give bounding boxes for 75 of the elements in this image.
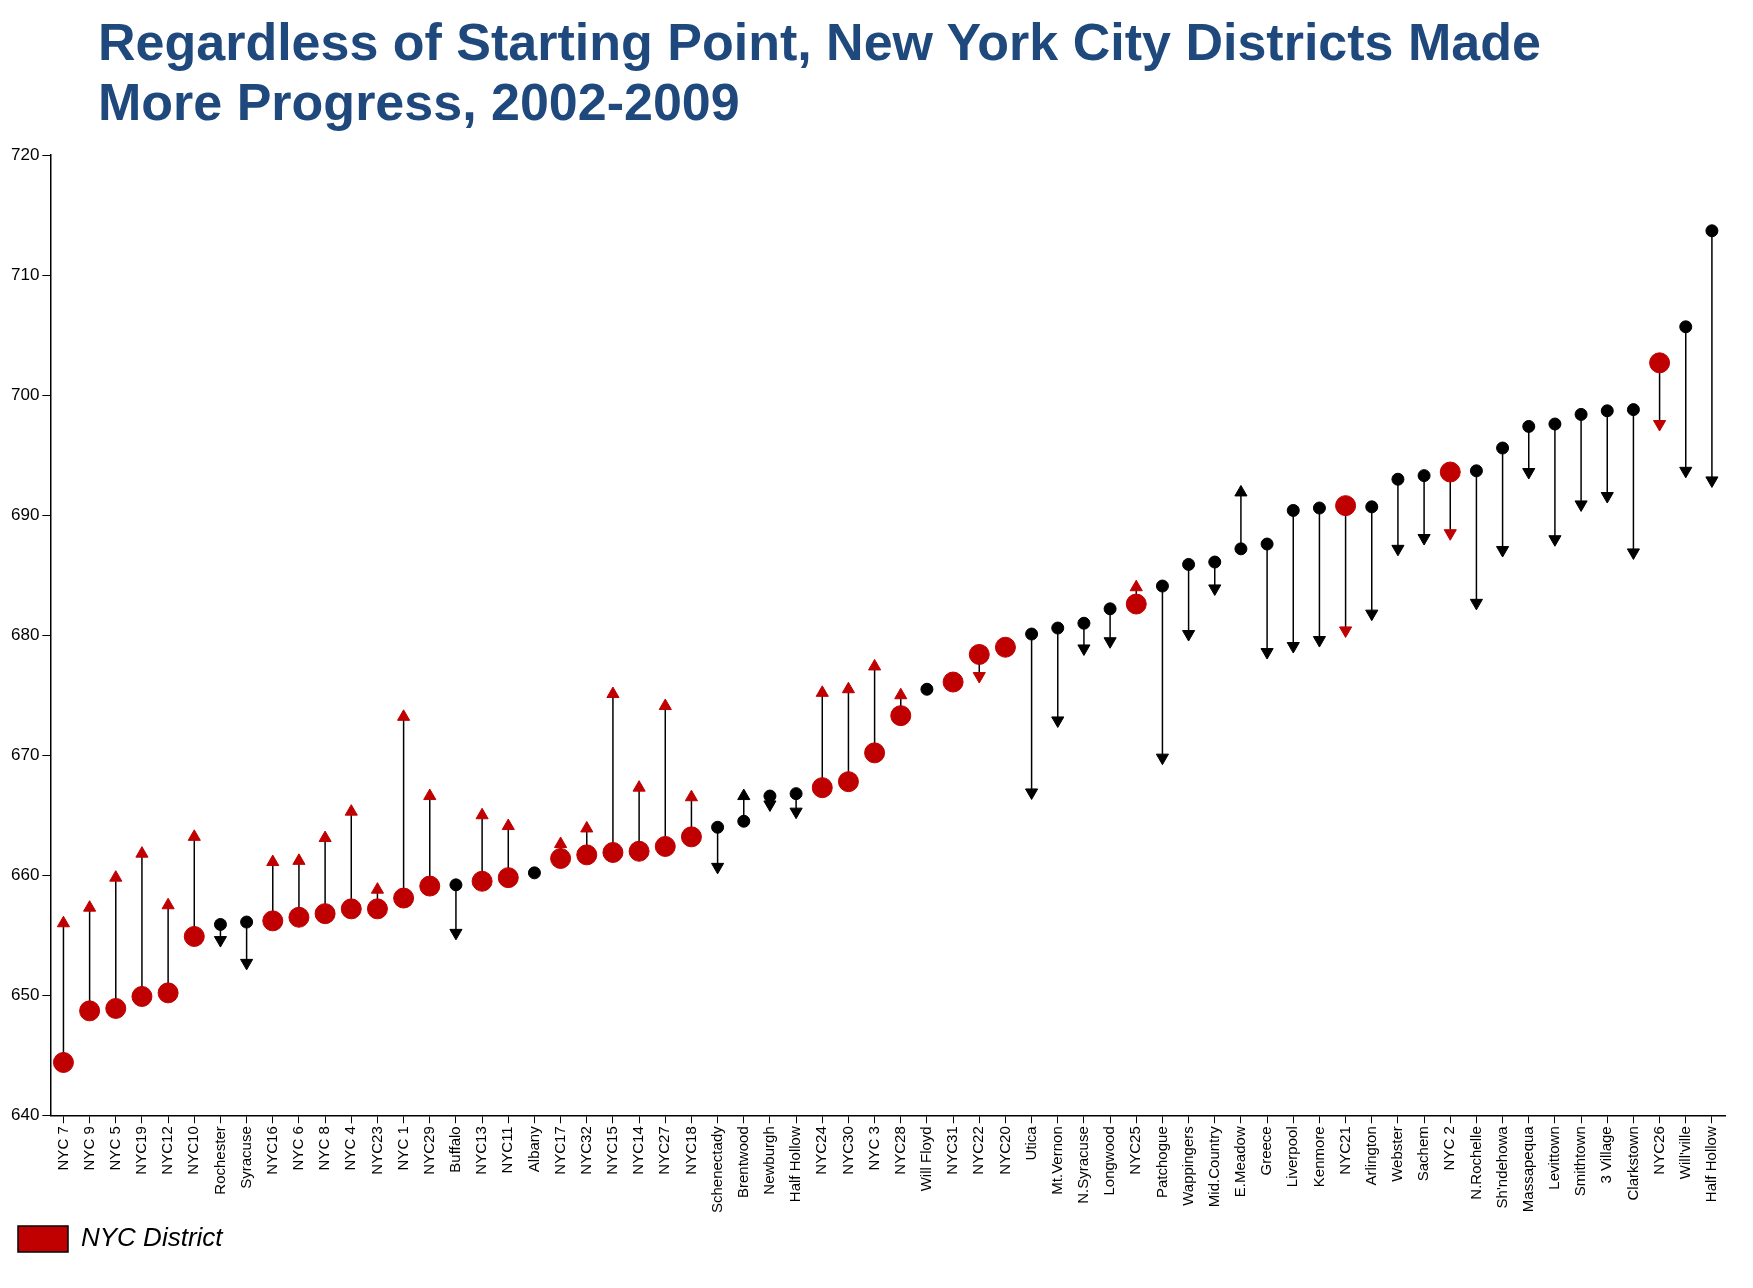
x-tick-label: Rochester: [210, 1126, 228, 1195]
x-tick-label: Will Floyd: [917, 1126, 935, 1192]
x-tick-label: Brentwood: [733, 1126, 751, 1198]
x-tick-label: NYC27: [655, 1126, 673, 1175]
x-tick-label: Sh'ndehowa: [1492, 1125, 1510, 1209]
x-tick-label: NYC21: [1335, 1126, 1353, 1175]
x-tick-label: NYC 8: [315, 1126, 333, 1171]
x-tick-label: NYC23: [367, 1126, 385, 1175]
x-tick-label: NYC 1: [393, 1126, 411, 1171]
x-tick-label: N.Syracuse: [1074, 1126, 1092, 1204]
x-tick-label: NYC11: [498, 1126, 516, 1174]
x-tick-label: NYC17: [550, 1126, 568, 1175]
x-tick-label: NYC32: [576, 1126, 594, 1175]
x-tick-label: Albany: [524, 1125, 542, 1173]
x-tick-label: NYC 6: [289, 1126, 307, 1171]
x-tick-label: NYC 9: [79, 1126, 97, 1171]
x-tick-label: Sachem: [1414, 1126, 1432, 1182]
x-tick-label: Clarkstown: [1623, 1126, 1641, 1201]
x-tick-label: E.Meadow: [1231, 1126, 1249, 1198]
x-tick-label: Mt.Vernon: [1047, 1126, 1065, 1195]
legend-label: NYC District: [81, 1222, 225, 1253]
x-tick-label: Liverpool: [1283, 1126, 1301, 1188]
y-tick-label: 700: [10, 384, 40, 404]
x-tick-label: NYC 3: [864, 1126, 882, 1171]
x-tick-label: NYC19: [132, 1126, 150, 1175]
x-tick-label: Utica: [1021, 1125, 1039, 1161]
chart-title: Regardless of Starting Point, New York City Districts Made More Progress, 2002-2009: [97, 12, 1542, 133]
x-tick-label: NYC25: [1126, 1126, 1144, 1175]
x-tick-label: NYC10: [184, 1126, 202, 1175]
x-tick-label: Greece: [1257, 1126, 1275, 1176]
x-tick-label: Patchogue: [1152, 1126, 1170, 1199]
x-tick-label: NYC 5: [105, 1126, 123, 1171]
x-tick-label: NYC18: [681, 1126, 699, 1175]
x-tick-label: NYC22: [969, 1126, 987, 1175]
x-tick-label: NYC26: [1649, 1126, 1667, 1175]
y-tick-label: 680: [10, 624, 40, 644]
x-tick-label: NYC20: [995, 1126, 1013, 1175]
y-tick-label: 650: [10, 984, 40, 1004]
x-tick-label: Mid.Country: [1204, 1125, 1222, 1208]
x-tick-label: NYC15: [603, 1126, 621, 1175]
x-tick-label: N.Rochelle: [1466, 1126, 1484, 1200]
y-tick-label: 660: [10, 864, 40, 884]
x-tick-label: Kenmore: [1309, 1126, 1327, 1188]
x-tick-label: Newburgh: [760, 1126, 778, 1195]
x-tick-label: NYC31: [943, 1126, 961, 1175]
x-tick-label: Webster: [1388, 1126, 1406, 1182]
x-tick-label: Half Hollow: [1702, 1126, 1720, 1203]
x-tick-label: NYC13: [472, 1126, 490, 1175]
x-tick-label: NYC16: [262, 1126, 280, 1175]
x-tick-label: NYC30: [838, 1126, 856, 1175]
x-tick-label: NYC14: [629, 1126, 647, 1175]
x-tick-label: NYC29: [419, 1126, 437, 1175]
x-tick-label: Syracuse: [236, 1126, 254, 1189]
x-tick-label: Will'ville: [1675, 1126, 1693, 1180]
x-tick-label: Half Hollow: [786, 1126, 804, 1203]
x-tick-label: Levittown: [1545, 1126, 1563, 1190]
x-tick-label: Arlington: [1361, 1126, 1379, 1186]
y-tick-label: 710: [10, 264, 40, 284]
x-tick-label: Buffalo: [446, 1126, 464, 1173]
x-tick-label: Massapequa: [1518, 1125, 1536, 1213]
x-tick-label: Smithtown: [1571, 1126, 1589, 1197]
x-tick-label: Longwood: [1100, 1126, 1118, 1196]
x-tick-label: Wappingers: [1178, 1126, 1196, 1206]
y-tick-label: 670: [10, 744, 40, 764]
x-tick-label: NYC24: [812, 1126, 830, 1175]
x-tick-label: 3 Village: [1597, 1126, 1615, 1184]
y-tick-label: 690: [10, 504, 40, 524]
x-tick-label: NYC12: [158, 1126, 176, 1175]
x-tick-label: NYC28: [890, 1126, 908, 1175]
x-tick-label: NYC 4: [341, 1126, 359, 1171]
x-tick-label: Schenectady: [707, 1125, 725, 1214]
y-tick-label: 640: [10, 1104, 40, 1124]
x-tick-label: NYC 2: [1440, 1126, 1458, 1171]
x-tick-label: NYC 7: [53, 1126, 71, 1171]
y-tick-label: 720: [10, 144, 40, 164]
